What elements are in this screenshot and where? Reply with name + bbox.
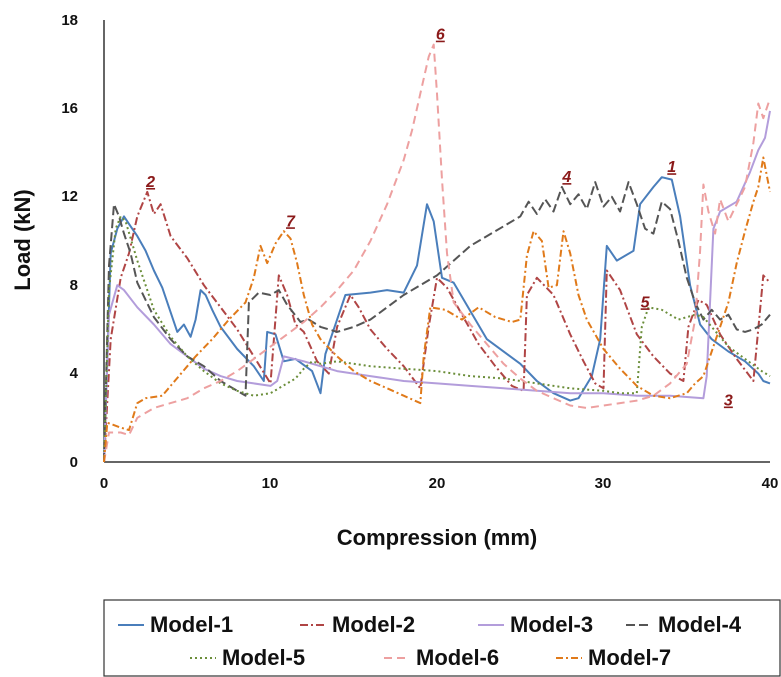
y-axis-title: Load (kN) [10, 189, 35, 290]
legend-label-model-1: Model-1 [150, 612, 233, 637]
y-tick-0: 0 [70, 454, 78, 471]
x-tick-40: 40 [762, 475, 779, 492]
x-tick-0: 0 [100, 475, 108, 492]
legend-label-model-4: Model-4 [658, 612, 742, 637]
y-tick-12: 12 [61, 188, 78, 205]
series-line-model-5 [103, 215, 771, 463]
legend-label-model-7: Model-7 [588, 645, 671, 670]
peak-label-5: 5 [641, 294, 651, 311]
series-line-model-3 [103, 110, 771, 463]
series-line-model-4 [103, 181, 771, 463]
x-tick-30: 30 [595, 475, 612, 492]
series-line-model-1 [103, 176, 771, 463]
legend-box [103, 599, 781, 677]
x-axis-title: Compression (mm) [337, 525, 537, 550]
peak-label-3: 3 [724, 393, 733, 410]
series-line-model-2 [103, 190, 771, 463]
x-tick-10: 10 [262, 475, 279, 492]
legend: Model-1 Model-2 Model-3 Model-4 Model-5 Model… [118, 612, 742, 670]
y-tick-8: 8 [70, 277, 78, 294]
peak-label-2: 2 [145, 174, 155, 191]
y-tick-4: 4 [70, 365, 79, 382]
series-line-model-6 [103, 43, 771, 463]
peak-label-1: 1 [667, 159, 676, 176]
legend-label-model-6: Model-6 [416, 645, 499, 670]
legend-label-model-2: Model-2 [332, 612, 415, 637]
series-layer [103, 43, 771, 463]
y-tick-18: 18 [61, 12, 78, 29]
legend-label-model-3: Model-3 [510, 612, 593, 637]
peak-annotations: 1 2 3 4 5 6 7 [145, 27, 733, 410]
legend-label-model-5: Model-5 [222, 645, 305, 670]
peak-label-6: 6 [436, 27, 445, 44]
y-tick-16: 16 [61, 100, 78, 117]
x-tick-20: 20 [429, 475, 446, 492]
peak-label-4: 4 [561, 169, 571, 186]
series-line-model-7 [103, 156, 771, 463]
peak-label-7: 7 [286, 213, 296, 230]
